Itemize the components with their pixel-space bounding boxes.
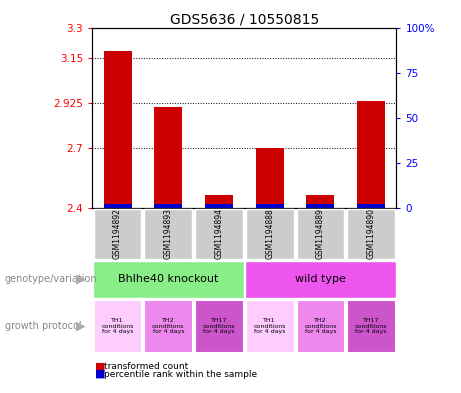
Bar [357,204,385,208]
Bar [347,209,395,259]
Bar [195,209,243,259]
Text: GSM1194888: GSM1194888 [265,208,274,259]
Text: GSM1194889: GSM1194889 [316,208,325,259]
Bar [256,148,284,208]
Text: growth protocol: growth protocol [5,321,81,331]
Text: transformed count: transformed count [104,362,188,371]
Bar [246,300,294,352]
Text: TH17
conditions
for 4 days: TH17 conditions for 4 days [355,318,387,334]
Bar [357,101,385,208]
Text: ■: ■ [95,362,105,372]
Text: Bhlhe40 knockout: Bhlhe40 knockout [118,274,219,284]
Text: wild type: wild type [295,274,346,284]
Text: TH1
conditions
for 4 days: TH1 conditions for 4 days [101,318,134,334]
Bar [205,195,233,208]
Bar [256,204,284,208]
Text: GSM1194894: GSM1194894 [214,208,224,259]
Text: genotype/variation: genotype/variation [5,274,97,284]
Text: TH2
conditions
for 4 days: TH2 conditions for 4 days [304,318,337,334]
Bar [205,204,233,208]
Bar [246,209,294,259]
Text: TH2
conditions
for 4 days: TH2 conditions for 4 days [152,318,184,334]
Bar [154,107,182,208]
Text: ▶: ▶ [76,272,85,286]
Text: TH1
conditions
for 4 days: TH1 conditions for 4 days [254,318,286,334]
Bar [296,300,344,352]
Bar [94,300,142,352]
Title: GDS5636 / 10550815: GDS5636 / 10550815 [170,12,319,26]
Bar [296,209,344,259]
Text: GSM1194893: GSM1194893 [164,208,173,259]
Bar [94,209,142,259]
Bar [307,195,334,208]
Bar [154,204,182,208]
Text: ▶: ▶ [76,320,85,333]
Bar [104,204,131,208]
Bar [93,261,244,298]
Bar [195,300,243,352]
Text: TH17
conditions
for 4 days: TH17 conditions for 4 days [203,318,235,334]
Text: GSM1194892: GSM1194892 [113,208,122,259]
Text: percentile rank within the sample: percentile rank within the sample [104,370,257,378]
Bar [144,209,192,259]
Bar [347,300,395,352]
Text: ■: ■ [95,369,105,379]
Bar [144,300,192,352]
Bar [245,261,396,298]
Bar [104,51,131,208]
Bar [307,204,334,208]
Text: GSM1194890: GSM1194890 [366,208,376,259]
